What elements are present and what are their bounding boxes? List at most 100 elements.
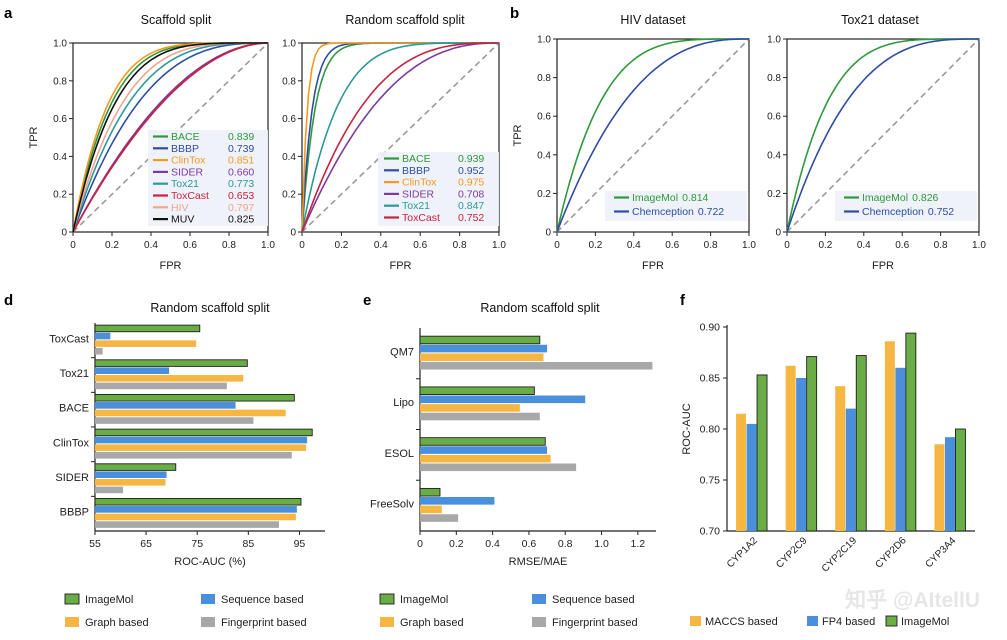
roc-panel-0: a Scaffold split 0 0.2 0.4 0.6 0.8 1.0 0 0.2 0.4 0.… [4, 5, 275, 272]
legend-auc-value: 0.653 [228, 190, 254, 202]
x-tick-label: 0.8 [222, 240, 236, 251]
legend-auc-value: 0.773 [228, 178, 254, 190]
x-tick-label: 0.4 [485, 538, 500, 550]
category-label: BACE [59, 403, 89, 415]
roc-curve-imagemol [556, 38, 749, 233]
y-tick-label: 0.2 [537, 189, 551, 200]
x-tick-label: 0 [70, 240, 76, 251]
legend-auc-value: 0.839 [228, 131, 254, 143]
y-tick-label: 0.80 [700, 424, 721, 436]
y-tick-label: 1.0 [282, 39, 296, 50]
bar-bace-imagemol [94, 394, 295, 402]
x-tick-label: 1.0 [492, 240, 506, 251]
y-tick-label: 0.4 [767, 150, 781, 161]
roc-curve-toxcast [301, 42, 499, 233]
x-tick-label: 0.4 [627, 240, 641, 251]
bar-bbbp-sequence-based [95, 506, 297, 513]
legend-swatch [807, 616, 818, 626]
legend-auc-value: 0.752 [458, 212, 484, 224]
bar-cyp2c19-imagemol [855, 355, 867, 532]
legend-auc-value: 0.939 [458, 153, 484, 165]
x-tick-label: 0.2 [449, 538, 464, 550]
legend-swatch [379, 593, 395, 605]
category-label: CYP2D6 [873, 535, 909, 571]
roc-curve-sider [301, 42, 499, 233]
y-tick-label: 0.6 [282, 114, 296, 125]
bar-freesolv-fingerprint-based [420, 514, 459, 522]
bar-cyp1a2-fp4-based [746, 423, 757, 531]
x-tick-label: 95 [294, 538, 306, 550]
roc-panel-3: Tox21 dataset 0 0.2 0.4 0.6 0.8 1.0 0 0.2 0.4 0.6 0… [767, 13, 986, 272]
diagonal-reference-line [301, 42, 500, 233]
x-tick-label: 1.0 [594, 538, 609, 550]
legend-label: ImageMol 0.814 [632, 192, 709, 204]
y-axis-label: TPR [28, 126, 40, 148]
legend-label: Chemception 0.752 [862, 206, 954, 218]
bar-panel-f: f 0.70 0.75 0.80 0.85 0.90 ROC-AUC CYP1A2 CYP2C9… [680, 292, 975, 628]
legend-label: ImageMol 0.826 [862, 192, 939, 204]
bar-sider-fingerprint-based [95, 486, 124, 494]
bar-panel-e: e Random scaffold split 0 0.2 0.4 0.6 0.8 1.0 1.… [363, 292, 656, 629]
bar-cyp1a2-maccs-based [736, 413, 747, 531]
legend-label: Graph based [400, 617, 464, 629]
x-tick-label: 0.8 [934, 240, 948, 251]
y-tick-label: 0.6 [53, 114, 67, 125]
x-tick-label: 0.8 [558, 538, 573, 550]
legend-auc-value: 0.722 [698, 206, 724, 218]
x-tick-label: 0.2 [334, 240, 348, 251]
bar-toxcast-imagemol [94, 324, 201, 333]
legend-label: BBBP [402, 165, 430, 177]
bar-cyp2c9-fp4-based [796, 378, 807, 531]
bar-cyp2c9-maccs-based [785, 365, 796, 531]
legend-swatch [64, 593, 80, 605]
legend-swatch [201, 617, 215, 627]
legend-auc-value: 0.851 [228, 155, 254, 167]
bar-lipo-graph-based [420, 404, 520, 412]
legend-auc-value: 0.814 [682, 192, 708, 204]
y-tick-label: 0.8 [767, 73, 781, 84]
y-tick-label: 0.8 [53, 76, 67, 87]
roc-curve-toxcast [72, 42, 269, 233]
legend-background [148, 130, 268, 226]
bar-qm7-imagemol [419, 335, 541, 345]
y-tick-label: 0.4 [282, 152, 296, 163]
legend-label: Graph based [85, 617, 149, 629]
legend-label: MUV [171, 214, 194, 226]
panel-letter: e [363, 292, 371, 309]
x-axis-label: FPR [390, 260, 412, 272]
legend-auc-value: 0.739 [228, 143, 254, 155]
bar-cyp1a2-imagemol [756, 374, 768, 532]
legend-label: Sequence based [552, 594, 635, 606]
panel-letter: f [680, 292, 686, 309]
category-label: FreeSolv [370, 499, 415, 511]
roc-curve-chemception [556, 38, 749, 233]
bar-toxcast-sequence-based [95, 332, 111, 340]
y-tick-label: 0.6 [537, 112, 551, 123]
bar-lipo-fingerprint-based [420, 412, 540, 421]
legend-label: ClinTox [402, 177, 437, 189]
bar-clintox-fingerprint-based [95, 451, 292, 459]
roc-curve-muv [72, 42, 268, 233]
legend-swatch [65, 617, 79, 627]
y-axis-label: TPR [512, 124, 524, 146]
legend: BACE 0.939 BBBP 0.952 ClinTox 0.975 SIDER 0.708… [378, 152, 499, 226]
legend-label: HIV [171, 202, 189, 214]
bar-cyp3a4-maccs-based [934, 444, 945, 531]
bar-freesolv-graph-based [420, 505, 442, 514]
y-tick-label: 0 [290, 228, 296, 239]
x-tick-label: 0.8 [704, 240, 718, 251]
bar-cyp3a4-fp4-based [944, 437, 955, 531]
bar-bace-sequence-based [95, 402, 236, 409]
bar-esol-imagemol [419, 437, 546, 446]
x-tick-label: 75 [191, 538, 203, 550]
legend-label: ImageMol [400, 594, 448, 606]
panel-letter: a [4, 5, 13, 22]
y-tick-label: 1.0 [53, 39, 67, 50]
legend-auc-value: 0.825 [228, 214, 254, 226]
y-tick-label: 0.8 [282, 76, 296, 87]
legend-name: Chemception [862, 206, 924, 218]
x-tick-label: 65 [140, 538, 152, 550]
x-tick-label: 0.8 [453, 240, 467, 251]
category-label: Tox21 [60, 368, 89, 380]
bar-sider-sequence-based [95, 471, 167, 478]
